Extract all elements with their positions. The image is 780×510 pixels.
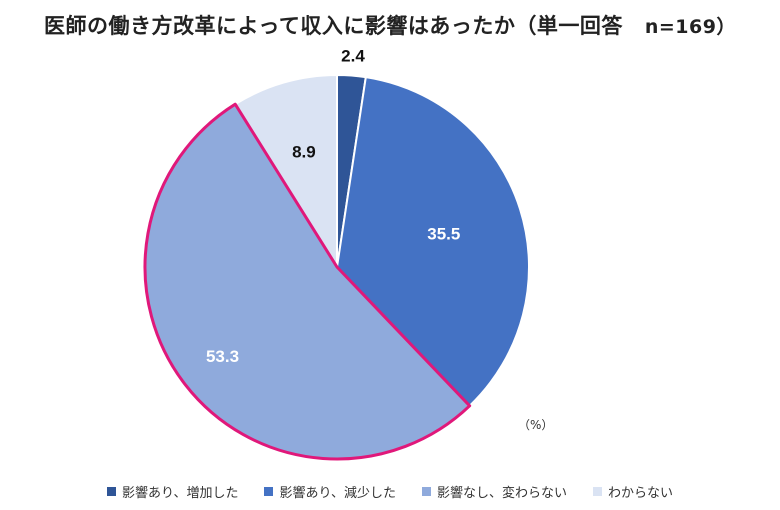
- pie-slice-2: [335, 76, 530, 408]
- legend-label: 影響あり、増加した: [122, 486, 239, 501]
- legend-item-1: 影響あり、増加した: [107, 482, 238, 501]
- chart-title-text: 医師の働き方改革によって収入に影響はあったか（単一回答: [44, 14, 623, 38]
- data-label-4: 8.9: [292, 143, 316, 162]
- pie-chart: 2.4 35.5 53.3 8.9: [143, 47, 530, 461]
- legend-label: 影響あり、減少した: [279, 486, 396, 501]
- sample-size: n=169）: [644, 16, 736, 38]
- legend-label: わからない: [607, 486, 673, 501]
- legend-swatch: [421, 487, 431, 496]
- pie-slice-4: [233, 73, 338, 271]
- unit-label: （%）: [518, 418, 554, 432]
- data-label-2: 35.5: [427, 224, 460, 243]
- legend-item-2: 影響あり、減少した: [264, 482, 396, 501]
- legend-item-3: 影響なし、変わらない: [421, 482, 567, 501]
- chart-title: 医師の働き方改革によって収入に影響はあったか（単一回答 n=169）: [0, 10, 780, 40]
- pie-slice-3: [143, 102, 472, 461]
- data-label-1: 2.4: [341, 47, 365, 66]
- legend-item-4: わからない: [592, 482, 673, 501]
- data-label-3: 53.3: [206, 347, 239, 366]
- legend: 影響あり、増加した 影響あり、減少した 影響なし、変わらない わからない: [0, 482, 780, 501]
- legend-label: 影響なし、変わらない: [436, 486, 567, 501]
- legend-swatch: [264, 487, 274, 496]
- legend-swatch: [592, 487, 602, 496]
- legend-swatch: [107, 487, 116, 496]
